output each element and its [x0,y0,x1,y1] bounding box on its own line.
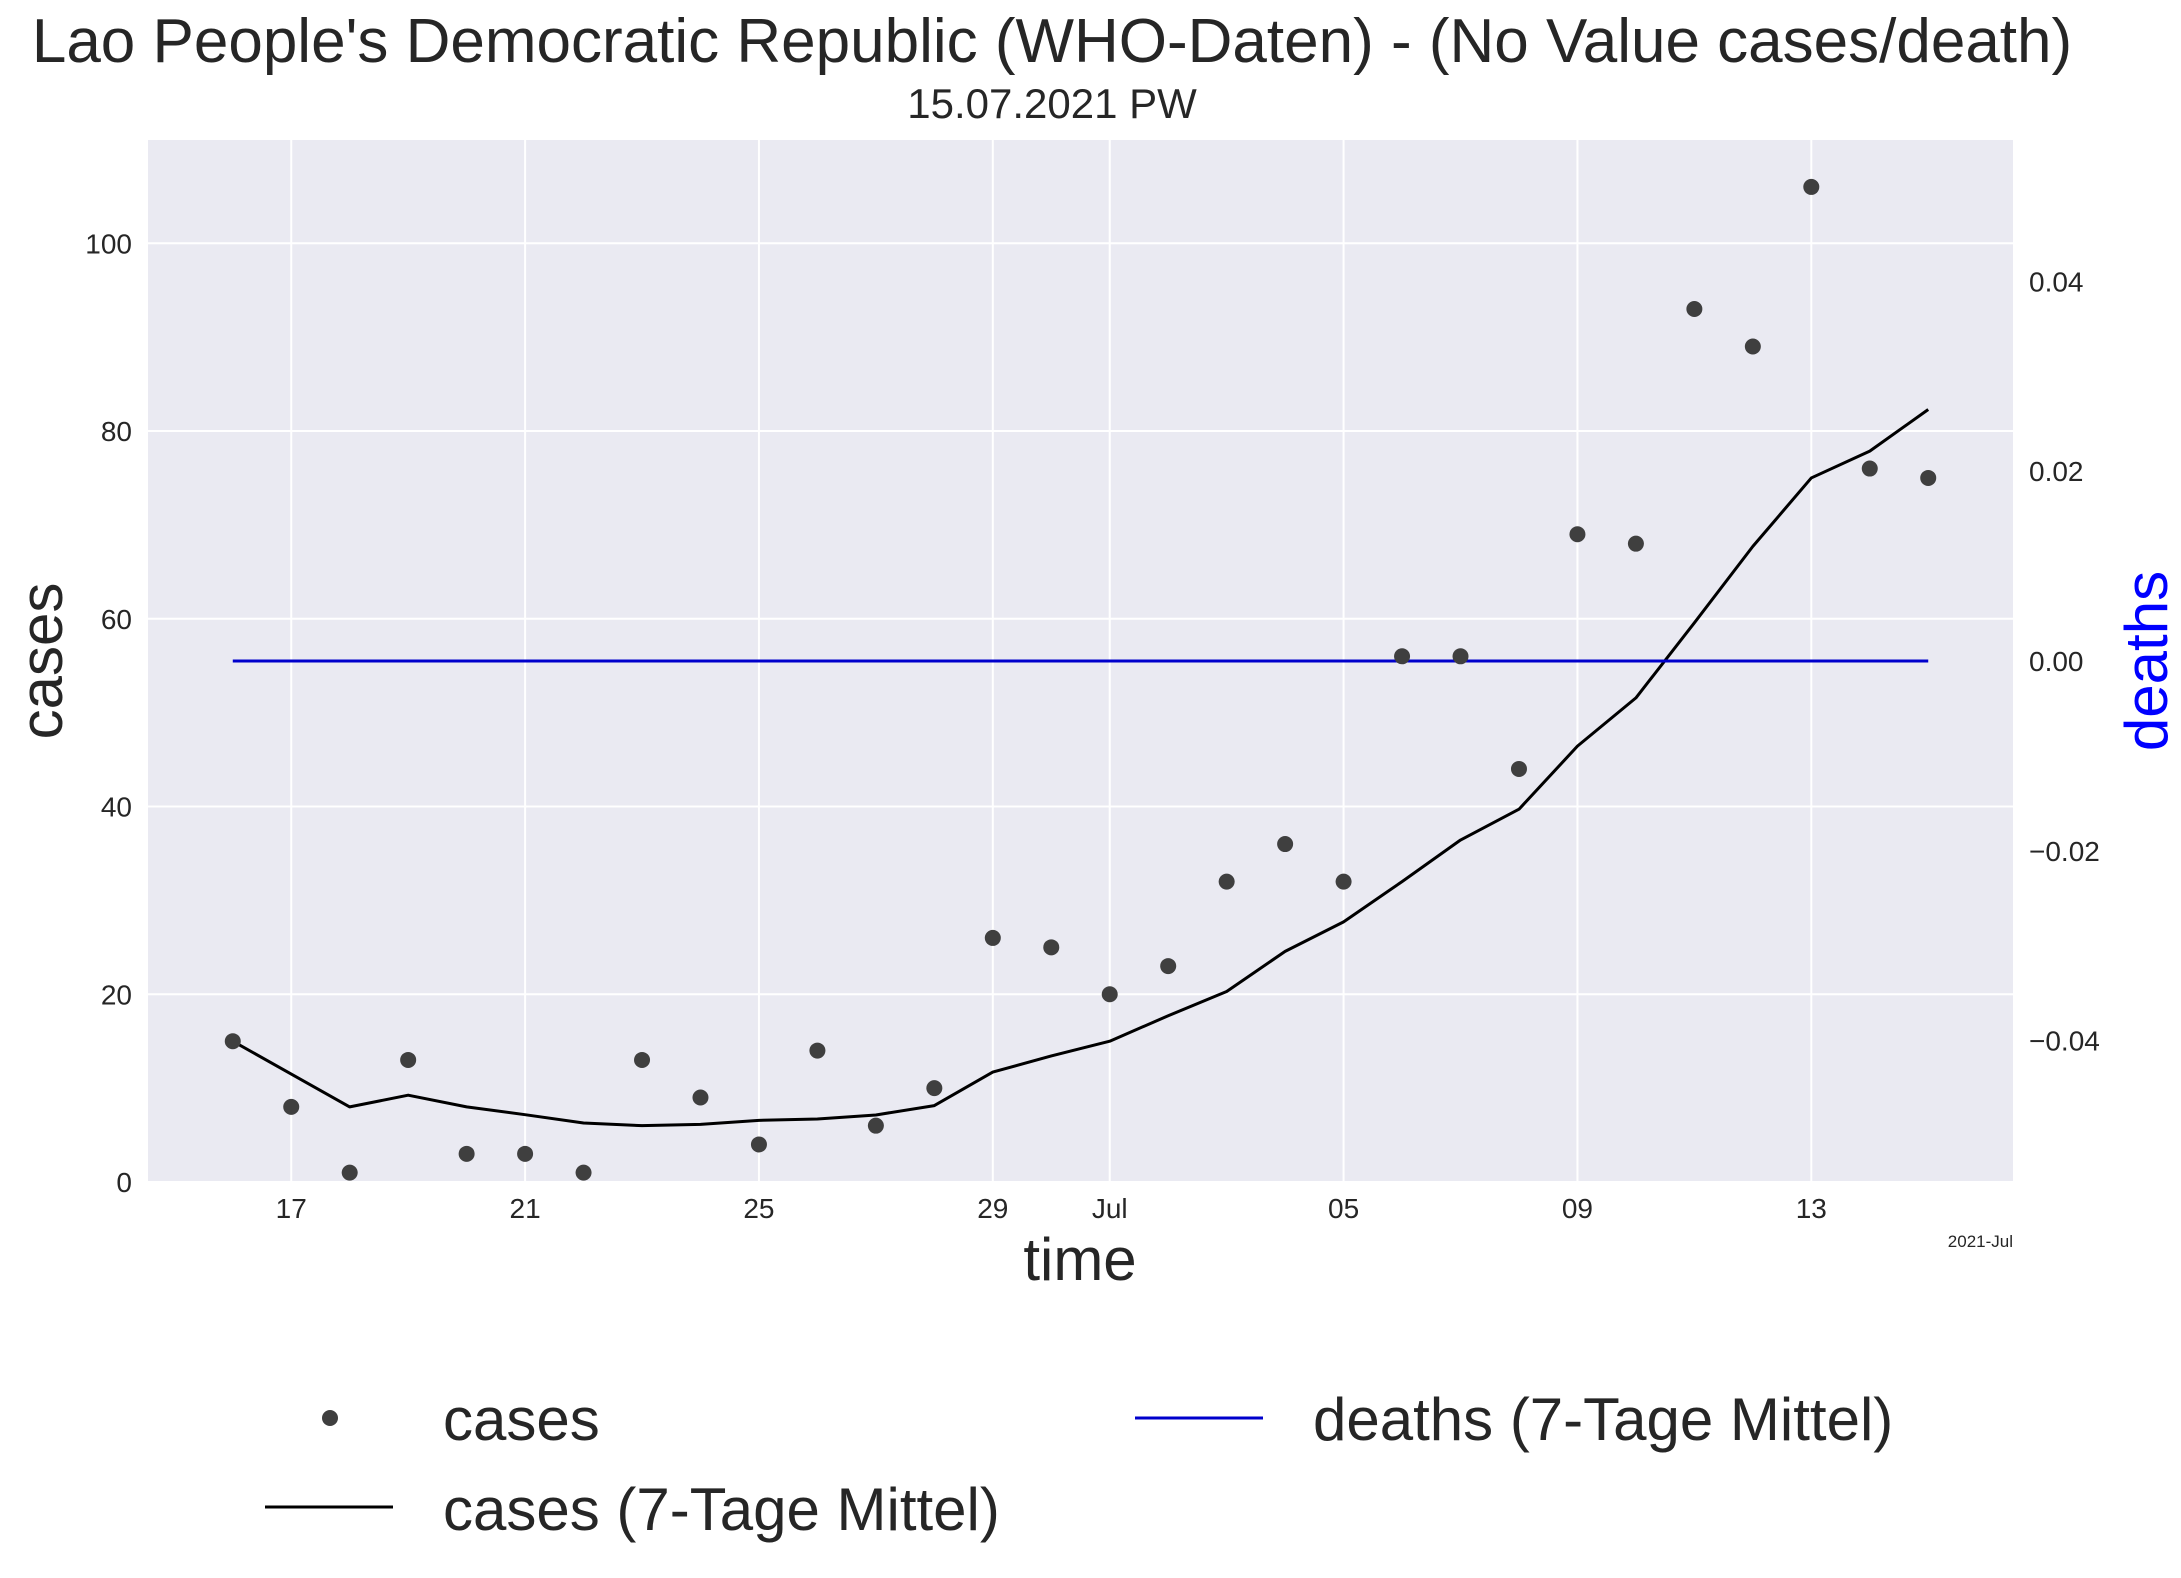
x-axis-label: time [1023,1226,1136,1293]
data-point-cases [1803,178,1820,195]
legend-label-cases: cases [443,1386,600,1453]
data-point-cases [1569,526,1586,543]
data-point-cases [341,1164,358,1181]
x-tick-label: 21 [510,1193,541,1224]
y2-tick-label: 0.02 [2029,456,2084,487]
data-point-cases [634,1051,651,1068]
y-tick-label: 80 [101,416,132,447]
data-point-cases [926,1080,943,1097]
series [224,178,1937,1181]
data-point-cases [1920,469,1937,486]
x-tick-label: 13 [1796,1193,1827,1224]
data-point-cases [1277,836,1294,853]
y2-tick-label: 0.00 [2029,646,2084,677]
legend: cases cases (7-Tage Mittel) deaths (7-Ta… [265,1386,1893,1543]
y-tick-label: 0 [116,1167,132,1198]
chart-title: Lao People's Democratic Republic (WHO-Da… [32,7,2072,76]
data-point-cases [517,1145,534,1162]
x-tick-label: Jul [1092,1193,1128,1224]
y-gridlines [148,242,2013,1183]
data-point-cases [984,929,1001,946]
y-axis-right-label: deaths [2113,571,2180,751]
data-point-cases [1043,939,1060,956]
y2-tick-label: −0.02 [2029,836,2100,867]
data-point-cases [1452,648,1469,665]
x-tick-label: 29 [977,1193,1008,1224]
y-axis-left: 0 20 40 60 80 100 [85,228,132,1198]
data-point-cases [1218,873,1235,890]
x-tick-label: 09 [1562,1193,1593,1224]
data-point-cases [867,1117,884,1134]
data-point-cases [1101,986,1118,1003]
y-tick-label: 60 [101,604,132,635]
y-tick-label: 40 [101,792,132,823]
data-point-cases [809,1042,826,1059]
data-point-cases [1335,873,1352,890]
chart-subtitle: 15.07.2021 PW [907,80,1197,127]
data-point-cases [400,1051,417,1068]
x-tick-label: 25 [743,1193,774,1224]
x-offset-label: 2021-Jul [1948,1232,2013,1251]
data-point-cases [458,1145,475,1162]
data-point-cases [1627,535,1644,552]
data-point-cases [283,1098,300,1115]
y-tick-label: 20 [101,979,132,1010]
data-point-cases [1744,338,1761,355]
data-point-cases [1510,760,1527,777]
legend-label-cases-avg: cases (7-Tage Mittel) [443,1476,1000,1543]
legend-label-deaths-avg: deaths (7-Tage Mittel) [1313,1386,1893,1453]
data-point-cases [1686,300,1703,317]
data-point-cases [1160,958,1177,975]
legend-marker-cases [322,1410,338,1426]
data-point-cases [224,1033,241,1050]
data-point-cases [1394,648,1411,665]
x-tick-label: 17 [276,1193,307,1224]
data-point-cases [1861,460,1878,477]
series-line-cases-7-tage-mittel- [232,408,1930,1128]
y-axis-right: 0.04 0.02 0.00 −0.02 −0.04 [2029,266,2100,1056]
y2-tick-label: −0.04 [2029,1026,2100,1057]
data-point-cases [575,1164,592,1181]
y-axis-label: cases [8,583,75,740]
x-axis: 17 21 25 29 Jul 05 09 13 [276,1193,1827,1224]
data-point-cases [692,1089,709,1106]
y-tick-label: 100 [85,228,132,259]
x-tick-label: 05 [1328,1193,1359,1224]
y2-tick-label: 0.04 [2029,266,2084,297]
data-point-cases [750,1136,767,1153]
